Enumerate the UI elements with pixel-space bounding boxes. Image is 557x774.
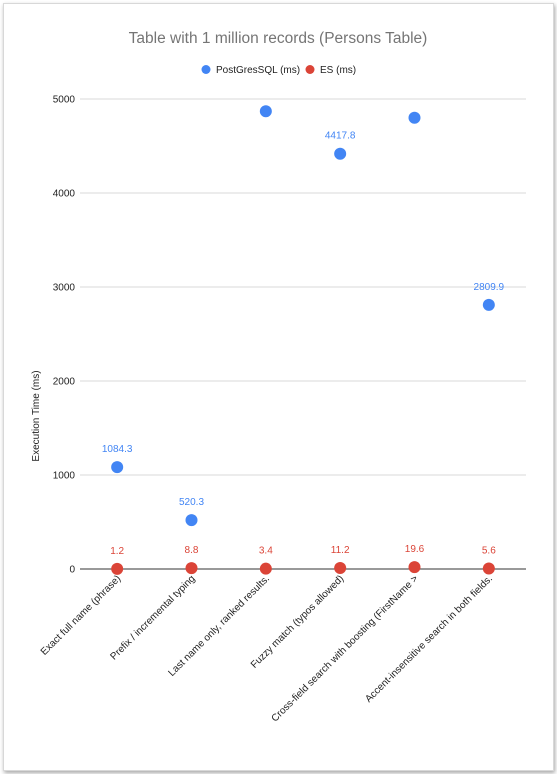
es-point [185, 562, 198, 575]
es-point [334, 561, 347, 574]
postgres-point [111, 461, 124, 474]
postgres-point [334, 147, 347, 160]
gridlines [80, 98, 526, 570]
chart-frame [3, 3, 554, 771]
y-tick-label: 1000 [53, 471, 76, 482]
postgres-point [482, 298, 495, 311]
postgres-data-label: 4417.8 [325, 131, 356, 142]
legend-marker-es [305, 65, 315, 74]
y-tick-label: 5000 [53, 95, 76, 106]
data-points [111, 105, 495, 575]
es-point [408, 561, 421, 574]
es-point [482, 562, 495, 575]
postgres-point [408, 111, 421, 124]
es-data-label: 8.8 [185, 545, 199, 556]
x-category-label: Cross-field search with boosting (FirstN… [270, 573, 421, 724]
x-category-label: Accent-insensitive search in both fields… [363, 573, 495, 705]
legend-label-es: ES (ms) [320, 65, 356, 76]
es-data-label: 19.6 [405, 544, 425, 555]
legend: PostGresSQL (ms) ES (ms) [201, 65, 356, 76]
postgres-data-label: 520.3 [179, 497, 204, 508]
y-tick-labels: 0 1000 2000 3000 4000 5000 [53, 95, 76, 576]
es-point [259, 562, 272, 575]
es-data-label: 3.4 [259, 546, 273, 557]
legend-marker-postgres [201, 65, 211, 74]
es-data-label: 1.2 [110, 546, 124, 557]
postgres-point [259, 105, 272, 118]
es-data-label: 11.2 [331, 545, 350, 556]
postgres-data-label: 2809.9 [474, 282, 505, 293]
x-category-label: Exact full name (phrase) [39, 573, 123, 657]
postgres-point [185, 514, 198, 527]
y-tick-label: 4000 [53, 189, 76, 200]
data-labels: 1084.3 520.3 4417.8 2809.9 1.2 8.8 3.4 11.2 19.6… [102, 131, 505, 557]
y-tick-label: 2000 [53, 377, 76, 388]
x-category-label: Prefix / incremental typing [108, 573, 197, 662]
y-tick-label: 3000 [53, 283, 76, 294]
es-point [111, 562, 124, 575]
y-tick-label: 0 [69, 565, 75, 576]
es-data-label: 5.6 [482, 545, 496, 556]
chart-title: Table with 1 million records (Persons Ta… [129, 30, 428, 47]
postgres-data-label: 1084.3 [102, 444, 133, 455]
y-axis-label: Execution Time (ms) [31, 370, 42, 461]
x-category-labels: Exact full name (phrase)Prefix / increme… [39, 573, 495, 724]
legend-label-postgres: PostGresSQL (ms) [216, 65, 300, 76]
